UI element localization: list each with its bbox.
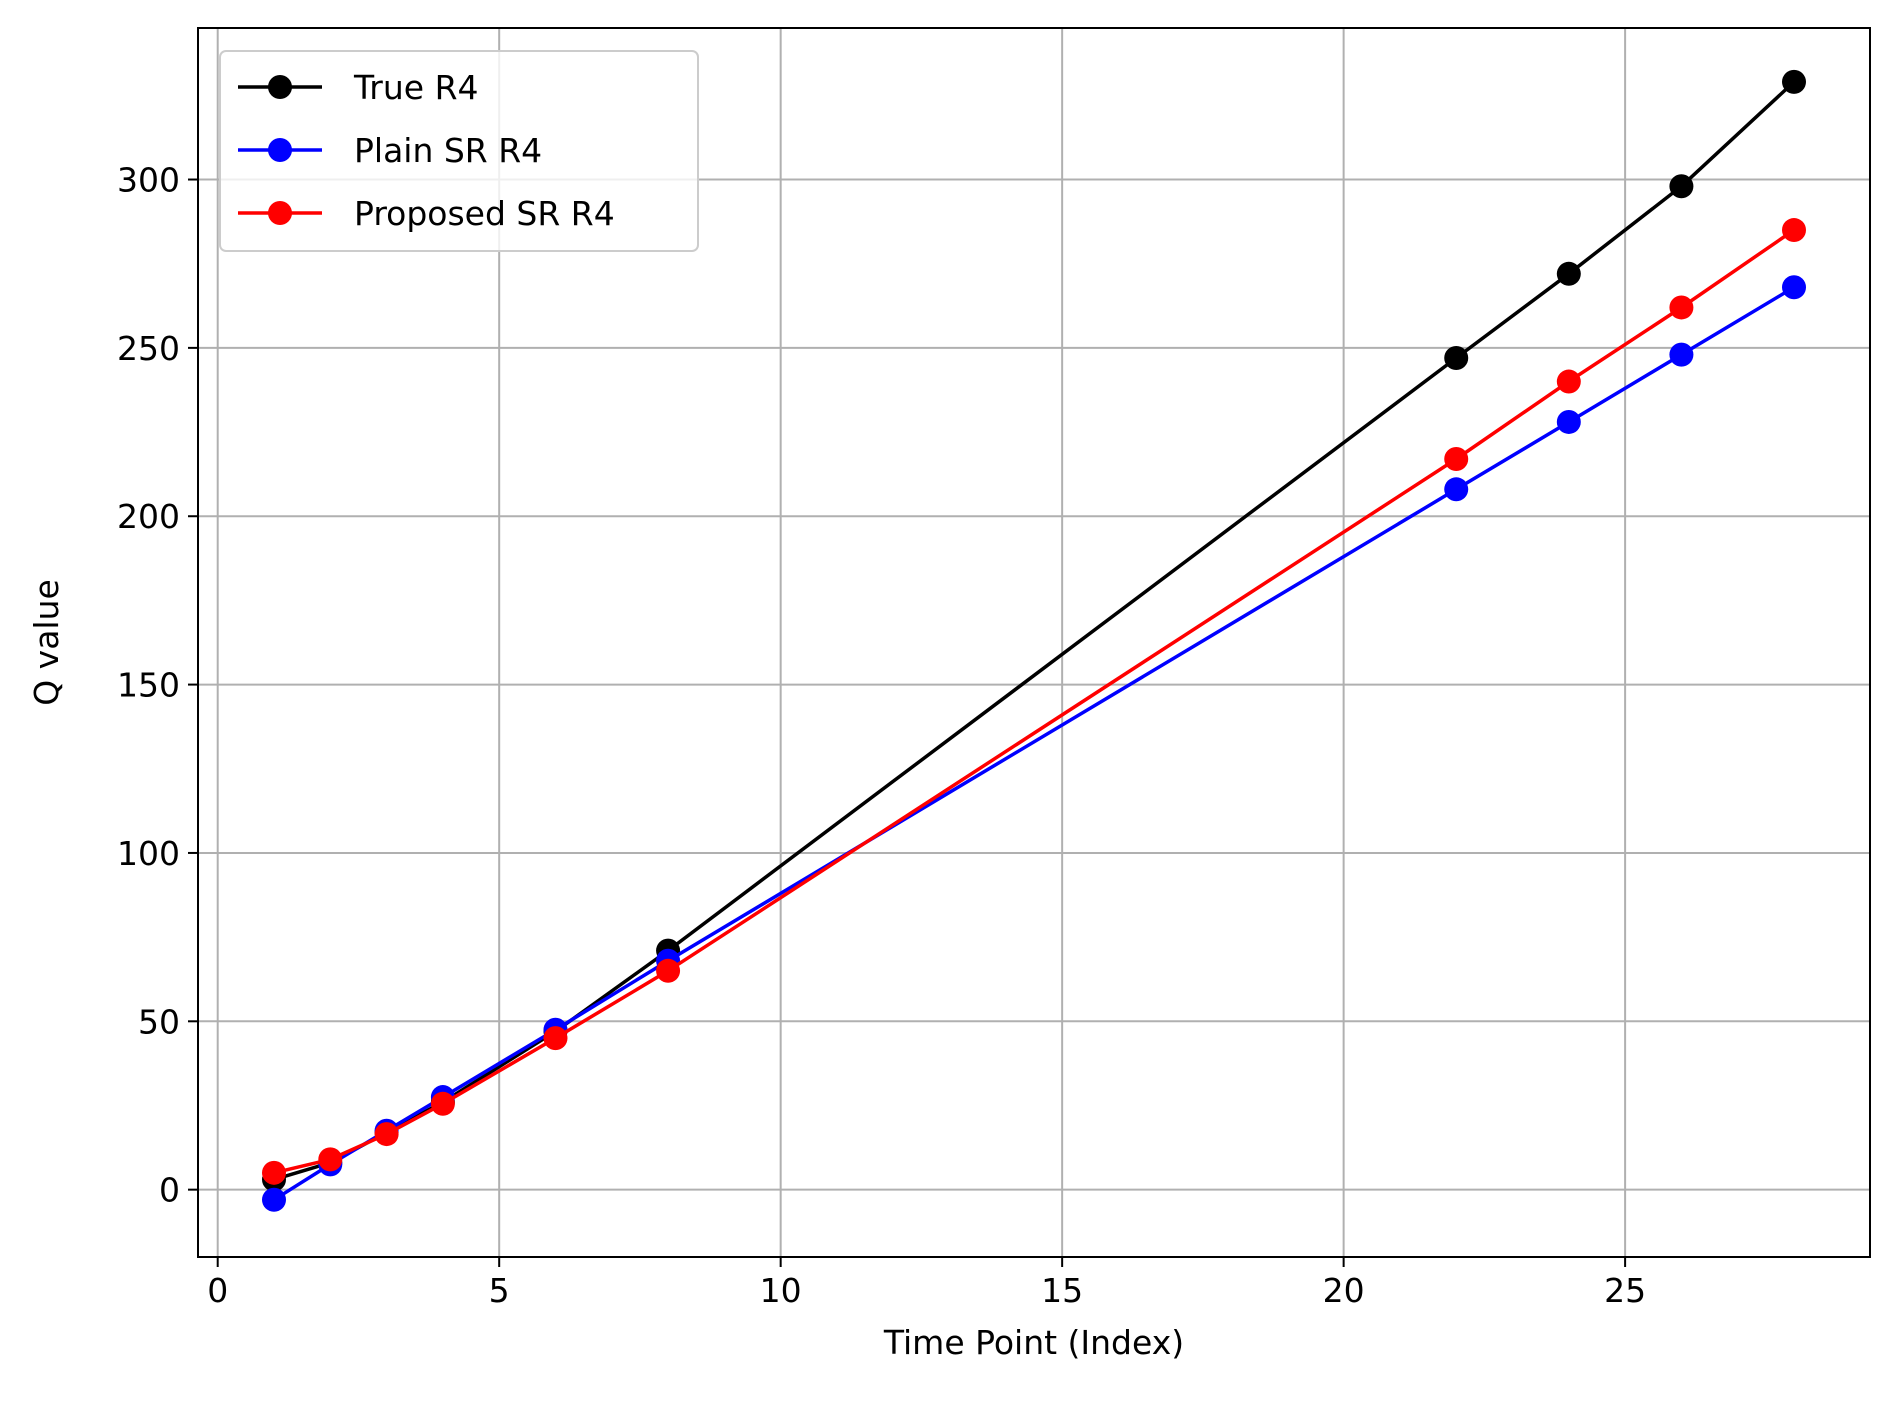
legend-box bbox=[219, 50, 699, 252]
data-point bbox=[262, 1160, 286, 1185]
data-point bbox=[656, 958, 681, 983]
x-tick-label: 15 bbox=[1041, 1271, 1083, 1310]
data-point bbox=[1556, 261, 1581, 286]
y-axis-label: Q value bbox=[27, 579, 66, 706]
legend-label: True R4 bbox=[353, 68, 479, 107]
y-tick-label: 100 bbox=[117, 834, 180, 873]
legend-label: Proposed SR R4 bbox=[354, 194, 615, 233]
data-point bbox=[374, 1122, 399, 1147]
data-point bbox=[1444, 345, 1469, 370]
data-point bbox=[543, 1026, 568, 1051]
legend-label: Plain SR R4 bbox=[354, 131, 542, 170]
data-point bbox=[1782, 275, 1806, 300]
x-tick-label: 10 bbox=[760, 1271, 802, 1310]
data-point bbox=[430, 1091, 455, 1116]
data-point bbox=[1669, 342, 1694, 367]
legend: True R4 Plain SR R4 Proposed SR R4 bbox=[219, 50, 699, 252]
y-tick-label: 0 bbox=[159, 1171, 180, 1210]
legend-marker bbox=[268, 138, 292, 162]
legend-item: Plain SR R4 bbox=[238, 131, 542, 170]
x-tick-label: 0 bbox=[207, 1271, 228, 1310]
y-tick-label: 50 bbox=[138, 1002, 180, 1041]
series-proposed-sr-r4 bbox=[262, 218, 1806, 1185]
data-point bbox=[1782, 69, 1806, 94]
plot-frame bbox=[197, 27, 1871, 1258]
series-group bbox=[262, 69, 1806, 1212]
legend-marker bbox=[268, 75, 292, 99]
data-point bbox=[1556, 369, 1581, 394]
grid bbox=[198, 28, 1870, 1257]
data-point bbox=[1444, 477, 1469, 502]
data-point bbox=[1782, 218, 1806, 243]
data-point bbox=[1669, 174, 1694, 199]
data-point bbox=[1444, 446, 1469, 471]
y-tick-label: 150 bbox=[117, 666, 180, 705]
legend-item: Proposed SR R4 bbox=[238, 194, 615, 233]
y-tick-label: 300 bbox=[117, 161, 180, 200]
x-tick-label: 20 bbox=[1323, 1271, 1365, 1310]
series-line bbox=[273, 228, 1795, 1175]
data-point bbox=[1556, 409, 1581, 434]
legend-marker bbox=[268, 201, 292, 225]
x-tick-label: 25 bbox=[1604, 1271, 1646, 1310]
x-axis-label: Time Point (Index) bbox=[883, 1323, 1184, 1362]
y-tick-label: 200 bbox=[117, 497, 180, 536]
legend-item: True R4 bbox=[238, 68, 479, 107]
data-point bbox=[1669, 295, 1694, 320]
data-point bbox=[262, 1187, 286, 1212]
data-point bbox=[318, 1147, 343, 1172]
x-tick-label: 5 bbox=[489, 1271, 510, 1310]
y-tick-label: 250 bbox=[117, 329, 180, 368]
